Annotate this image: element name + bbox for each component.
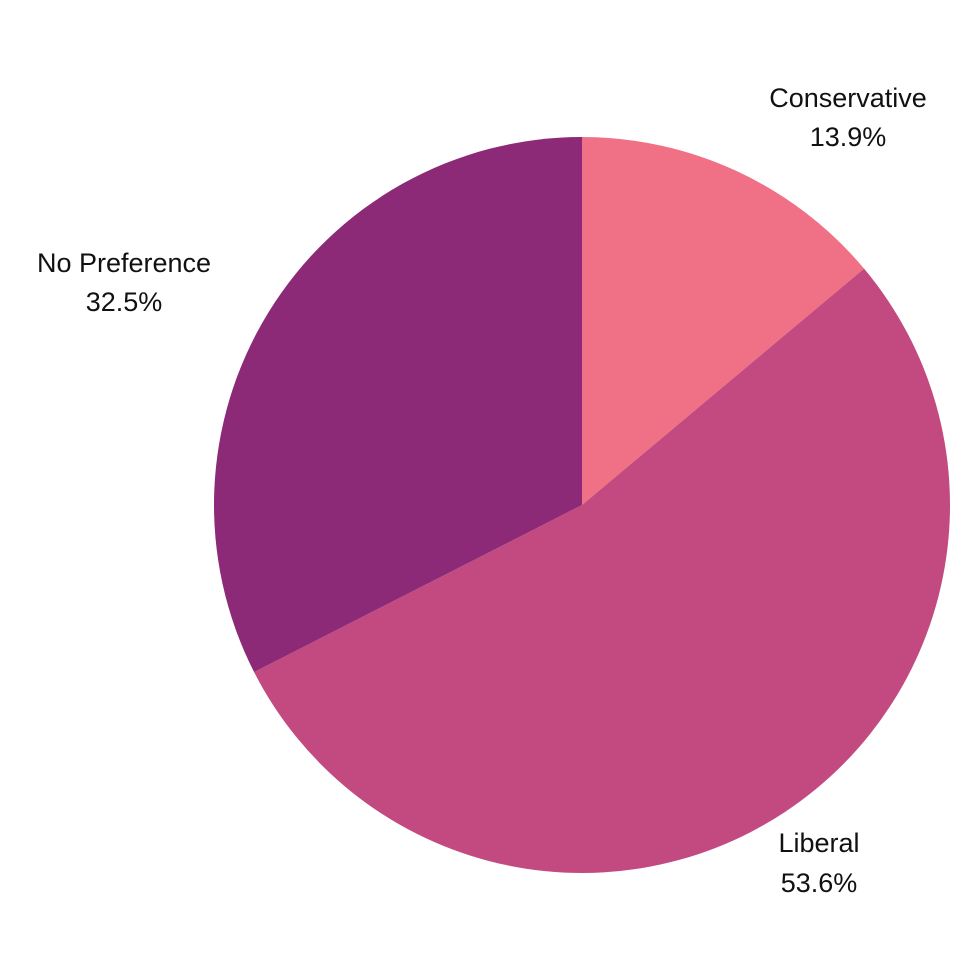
- label-no-preference-name: No Preference: [37, 248, 211, 278]
- pie-slices: [214, 137, 951, 874]
- label-liberal-name: Liberal: [778, 828, 859, 858]
- pie-slice-liberal: [254, 268, 951, 874]
- label-conservative-name: Conservative: [769, 83, 927, 113]
- label-no-preference-value: 32.5%: [86, 287, 163, 317]
- pie-slice-conservative: [582, 137, 865, 505]
- pie-labels: Conservative 13.9% Liberal 53.6% No Pref…: [37, 83, 927, 898]
- label-liberal-value: 53.6%: [781, 868, 858, 898]
- pie-slice-no-preference: [214, 137, 582, 673]
- label-conservative-value: 13.9%: [810, 122, 887, 152]
